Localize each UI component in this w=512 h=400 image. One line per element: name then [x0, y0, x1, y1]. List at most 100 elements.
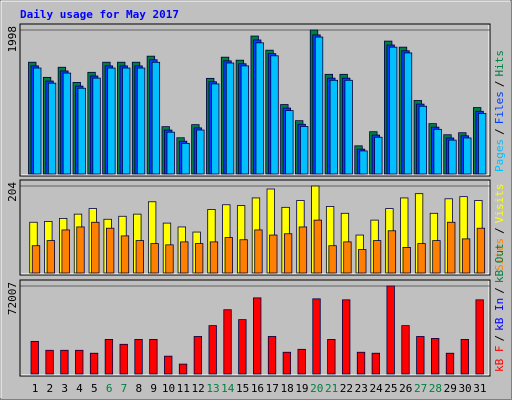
legend-separator: / [493, 81, 506, 88]
bar [193, 336, 203, 375]
x-tick-label: 21 [325, 382, 338, 395]
bar [224, 237, 233, 274]
bar [225, 62, 235, 175]
x-tick-label: 1 [32, 382, 39, 395]
bar [120, 235, 130, 274]
legend: Sites / Visits [493, 184, 506, 272]
bar [178, 363, 188, 375]
bar [91, 221, 100, 274]
bar [62, 72, 72, 175]
bar [255, 42, 264, 175]
bar [328, 245, 337, 274]
bar [211, 83, 220, 175]
bar [135, 240, 144, 274]
bar [104, 339, 114, 375]
bar [445, 352, 455, 375]
bar [194, 243, 204, 274]
x-tick-label: 4 [76, 382, 83, 395]
bar [76, 226, 85, 274]
bar [372, 240, 382, 274]
bar [343, 241, 352, 274]
x-tick-label: 26 [399, 382, 412, 395]
bar [374, 136, 383, 175]
bar [314, 36, 324, 175]
bar [31, 245, 41, 274]
bar [342, 299, 351, 375]
bar [136, 67, 146, 175]
bar [106, 227, 115, 274]
x-tick-label: 18 [280, 382, 293, 395]
bar [447, 221, 456, 274]
bar [329, 79, 339, 175]
bar [282, 351, 292, 375]
bar [208, 325, 217, 375]
legend-separator: / [493, 287, 506, 294]
x-tick-label: 3 [61, 382, 68, 395]
bar [386, 285, 395, 375]
bar [61, 229, 70, 274]
bar [240, 65, 250, 175]
bar [403, 52, 413, 175]
bar [270, 55, 279, 175]
x-tick-label: 31 [473, 382, 486, 395]
bar [75, 349, 84, 375]
bar [165, 244, 174, 274]
bar [33, 67, 42, 175]
bar [358, 249, 367, 274]
bar [417, 243, 426, 274]
bar [387, 230, 397, 274]
bar [119, 343, 128, 375]
legend-entry: kB Out [493, 243, 506, 283]
bar [356, 351, 366, 375]
x-tick-label: 5 [91, 382, 98, 395]
bar [60, 349, 69, 375]
bar [327, 339, 336, 375]
x-tick-label: 30 [458, 382, 471, 395]
bar [344, 79, 353, 175]
bar [448, 139, 457, 175]
bar [196, 129, 205, 175]
bar [47, 82, 57, 175]
bar [298, 226, 308, 274]
bar [46, 240, 55, 274]
bar [371, 352, 380, 375]
bar [89, 352, 99, 375]
bar [476, 227, 486, 274]
bar [253, 297, 262, 375]
x-tick-label: 6 [106, 382, 113, 395]
legend-entry: kB In [493, 298, 506, 331]
x-tick-label: 10 [162, 382, 175, 395]
bar [150, 243, 159, 274]
legend-entry: kB F [493, 346, 506, 373]
legend-separator: / [493, 227, 506, 234]
legend-separator: / [493, 128, 506, 135]
bar [463, 137, 472, 175]
bar [359, 150, 368, 175]
bar [477, 113, 487, 175]
legend: Pages / Files / Hits [493, 50, 506, 172]
bar [77, 87, 86, 175]
bar [432, 240, 441, 274]
legend: kB F / kB In / kB Out [493, 243, 506, 372]
bar [475, 299, 484, 375]
bar [134, 339, 143, 375]
x-tick-label: 9 [150, 382, 157, 395]
bar [92, 77, 101, 175]
x-tick-label: 12 [192, 382, 205, 395]
bar [401, 325, 410, 375]
x-tick-label: 24 [369, 382, 383, 395]
bar [164, 355, 173, 375]
y-tick-label: 72007 [6, 282, 19, 315]
bar [180, 241, 189, 274]
x-tick-label: 13 [206, 382, 219, 395]
x-tick-label: 27 [414, 382, 427, 395]
bar [181, 142, 190, 175]
y-tick-label: 204 [6, 182, 19, 202]
x-tick-label: 11 [177, 382, 190, 395]
x-tick-label: 8 [135, 382, 142, 395]
x-tick-label: 16 [251, 382, 264, 395]
chart-title: Daily usage for May 2017 [20, 8, 179, 21]
x-tick-label: 17 [266, 382, 279, 395]
bar [300, 126, 309, 175]
x-tick-label: 23 [355, 382, 368, 395]
